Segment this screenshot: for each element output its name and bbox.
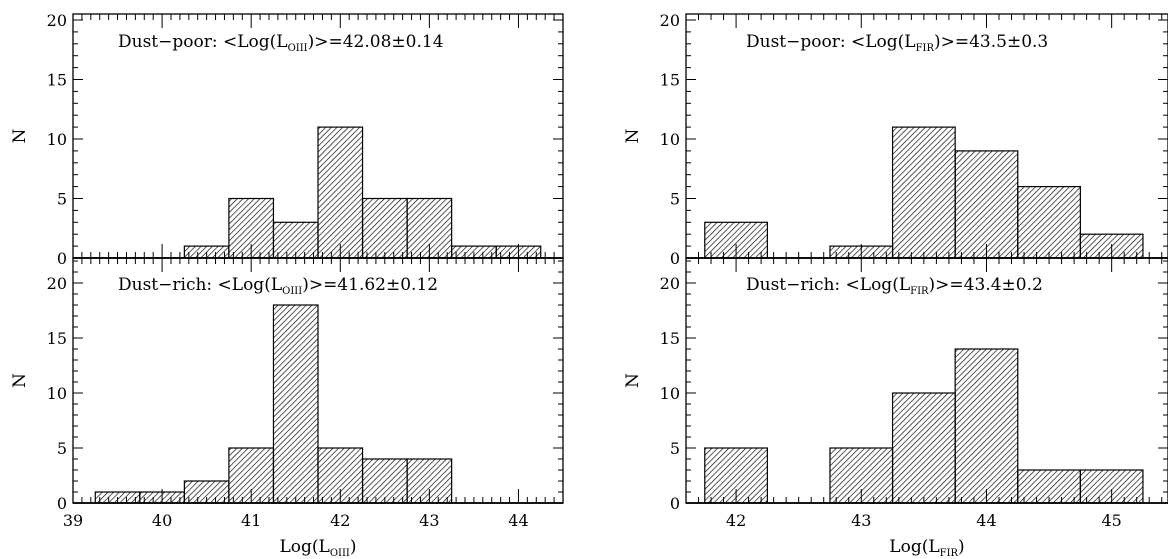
histogram-bar bbox=[317, 126, 364, 259]
x-tick-label: 44 bbox=[976, 511, 996, 530]
y-tick-label: 20 bbox=[660, 11, 680, 30]
x-tick-label: 40 bbox=[152, 511, 172, 530]
y-tick-label: 20 bbox=[47, 274, 67, 293]
x-axis-label: Log(LFIR) bbox=[889, 537, 964, 559]
histogram-bars bbox=[94, 304, 453, 504]
y-tick-label: 0 bbox=[670, 494, 680, 513]
y-tick-label: 0 bbox=[57, 494, 67, 513]
y-tick-label: 10 bbox=[47, 384, 67, 403]
y-tick-label: 5 bbox=[57, 190, 67, 209]
y-tick-label: 5 bbox=[670, 439, 680, 458]
x-tick-label: 45 bbox=[1101, 511, 1121, 530]
histogram-bar bbox=[891, 126, 956, 259]
y-tick-label: 5 bbox=[670, 190, 680, 209]
histogram-bar bbox=[361, 458, 408, 504]
panel-annotation: Dust−rich: <Log(LFIR)>=43.4±0.2 bbox=[746, 275, 1043, 297]
panel-top-right: 0 5 10 15 20 N Dust−poor: <Log(LFIR)>=43.5±0.3 bbox=[623, 11, 1168, 268]
x-tick-label: 43 bbox=[419, 511, 439, 530]
y-tick-label: 20 bbox=[660, 274, 680, 293]
x-tick-label: 43 bbox=[851, 511, 871, 530]
y-tick-label: 10 bbox=[660, 130, 680, 149]
y-tick-label: 15 bbox=[660, 71, 680, 90]
histogram-bar bbox=[272, 304, 319, 504]
panel-bottom-right: 0 5 10 15 20 42 43 44 45 N Dust−rich: <Log(LFIR)>=… bbox=[623, 257, 1168, 559]
panel-top-left: 0 5 10 15 20 N Dust−poor: <Log(LOIII)>=42.08±0… bbox=[10, 11, 564, 268]
y-axis-label: N bbox=[623, 128, 643, 143]
y-tick-label: 15 bbox=[660, 329, 680, 348]
y-axis-label: N bbox=[10, 373, 30, 388]
histogram-bars bbox=[704, 348, 1144, 504]
panel-annotation: Dust−poor: <Log(LOIII)>=42.08±0.14 bbox=[118, 32, 444, 54]
y-tick-label: 15 bbox=[47, 71, 67, 90]
histogram-bars bbox=[704, 126, 1144, 259]
x-tick-label: 41 bbox=[241, 511, 261, 530]
panel-bottom-left: 0 5 10 15 20 39 40 41 42 43 44 N Dust−rich: <Log(LOI… bbox=[10, 257, 564, 559]
histogram-panels: 0 5 10 15 20 N Dust−poor: <Log(LOIII)>=42.08±0… bbox=[10, 11, 1168, 559]
y-tick-label: 0 bbox=[57, 249, 67, 268]
y-tick-label: 10 bbox=[660, 384, 680, 403]
y-axis-label: N bbox=[623, 373, 643, 388]
histogram-bar bbox=[954, 348, 1019, 504]
histogram-bar bbox=[361, 197, 408, 259]
panel-annotation: Dust−poor: <Log(LFIR)>=43.5±0.3 bbox=[746, 32, 1048, 54]
histogram-bar bbox=[954, 150, 1019, 259]
histogram-bars bbox=[183, 126, 542, 259]
histogram-bar bbox=[1017, 186, 1081, 259]
x-tick-label: 39 bbox=[63, 511, 83, 530]
x-tick-label: 42 bbox=[726, 511, 746, 530]
y-axis-label: N bbox=[10, 128, 30, 143]
x-tick-label: 42 bbox=[330, 511, 350, 530]
panel-annotation: Dust−rich: <Log(LOIII)>=41.62±0.12 bbox=[118, 275, 438, 297]
y-tick-label: 15 bbox=[47, 329, 67, 348]
x-tick-label: 44 bbox=[508, 511, 528, 530]
y-tick-label: 0 bbox=[670, 249, 680, 268]
histogram-bar bbox=[891, 392, 956, 504]
y-tick-label: 10 bbox=[47, 130, 67, 149]
y-tick-label: 5 bbox=[57, 439, 67, 458]
x-axis-label: Log(LOIII) bbox=[279, 537, 356, 559]
y-tick-label: 20 bbox=[47, 11, 67, 30]
